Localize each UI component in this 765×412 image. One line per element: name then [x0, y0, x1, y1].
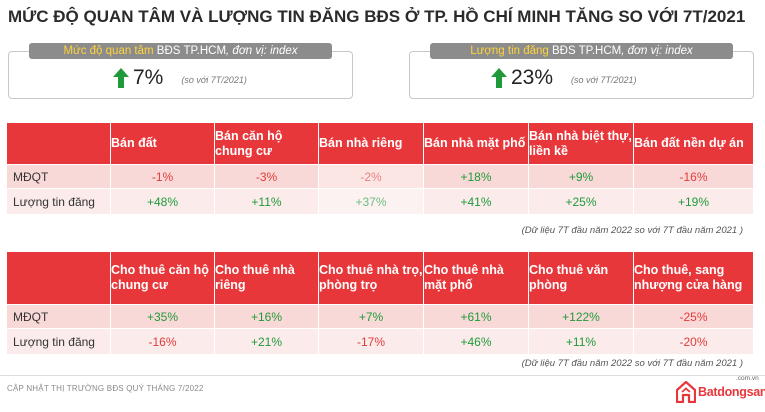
column-header: Cho thuê nhà riêng [214, 251, 319, 305]
table-cell: +11% [214, 188, 319, 215]
green-up-arrow-icon [113, 68, 129, 88]
column-header: Cho thuê nhà trọ, phòng trọ [318, 251, 424, 305]
kpi-note: (so với 7T/2021) [571, 75, 637, 85]
brand-logo: Batdongsan .com.vn [676, 375, 765, 403]
row-label: MĐQT [6, 304, 111, 329]
table-cell: +48% [110, 188, 215, 215]
table-row: Lượng tin đăng -16% +21% -17% +46% +11% … [6, 328, 754, 355]
table-cell: +16% [214, 304, 319, 329]
kpi-value-row: 23% (so với 7T/2021) [491, 66, 637, 90]
table-header-row: Cho thuê căn hộ chung cư Cho thuê nhà ri… [6, 251, 754, 305]
table-cell: +19% [633, 188, 754, 215]
table-cell: -16% [633, 164, 754, 189]
green-up-arrow-icon [491, 68, 507, 88]
kpi-card-listings: Lượng tin đăng BĐS TP.HCM, đơn vị: index… [409, 43, 754, 99]
table-cell: +35% [110, 304, 215, 329]
data-note: (Dữ liệu 7T đầu năm 2022 so với 7T đầu n… [521, 358, 743, 369]
table-cell: +46% [423, 328, 529, 355]
table-cell: -2% [318, 164, 424, 189]
kpi-header-city: BĐS TP.HCM [153, 45, 227, 57]
house-logo-icon [676, 381, 696, 403]
sales-table: Bán đất Bán căn hộ chung cư Bán nhà riên… [6, 122, 754, 215]
kpi-header-highlight: Lượng tin đăng [470, 45, 549, 57]
kpi-header-city: BĐS TP.HCM [548, 45, 622, 57]
kpi-card-interest: Mức độ quan tâm BĐS TP.HCM, đơn vị: inde… [8, 43, 353, 99]
table-cell: -16% [110, 328, 215, 355]
footer-divider [0, 375, 765, 376]
kpi-value: 7% [133, 66, 164, 89]
column-header: Cho thuê nhà mặt phố [423, 251, 529, 305]
column-header: Cho thuê căn hộ chung cư [110, 251, 215, 305]
kpi-value-row: 7% (so với 7T/2021) [113, 66, 247, 90]
table-cell: +122% [528, 304, 634, 329]
column-header: Cho thuê, sang nhượng cửa hàng [633, 251, 754, 305]
kpi-header: Lượng tin đăng BĐS TP.HCM, đơn vị: index [430, 43, 733, 59]
table-cell: +11% [528, 328, 634, 355]
data-note: (Dữ liệu 7T đầu năm 2022 so với 7T đầu n… [521, 225, 743, 236]
kpi-header-unit: , đơn vị: index [621, 45, 693, 57]
row-label: Lượng tin đăng [6, 328, 111, 355]
table-cell: +7% [318, 304, 424, 329]
table-cell: -3% [214, 164, 319, 189]
column-header: Cho thuê văn phòng [528, 251, 634, 305]
row-label: Lượng tin đăng [6, 188, 111, 215]
footer-text: CẬP NHẬT THỊ TRƯỜNG BĐS QUÝ THÁNG 7/2022 [7, 384, 204, 393]
kpi-value: 23% [511, 66, 554, 89]
table-cell: -25% [633, 304, 754, 329]
column-header: Bán nhà riêng [318, 122, 424, 165]
header-corner [6, 251, 111, 305]
table-cell: +25% [528, 188, 634, 215]
table-cell: +18% [423, 164, 529, 189]
column-header: Bán nhà biệt thự, liền kề [528, 122, 634, 165]
page-title: MỨC ĐỘ QUAN TÂM VÀ LƯỢNG TIN ĐĂNG BĐS Ở … [8, 7, 746, 26]
kpi-header: Mức độ quan tâm BĐS TP.HCM, đơn vị: inde… [29, 43, 332, 59]
header-corner [6, 122, 111, 165]
logo-domain: .com.vn [736, 375, 759, 382]
table-cell: -1% [110, 164, 215, 189]
column-header: Bán căn hộ chung cư [214, 122, 319, 165]
logo-text: Batdongsan [698, 385, 765, 399]
kpi-header-highlight: Mức độ quan tâm [63, 45, 154, 57]
table-row: MĐQT -1% -3% -2% +18% +9% -16% [6, 164, 754, 189]
table-cell: +61% [423, 304, 529, 329]
table-cell: +41% [423, 188, 529, 215]
table-row: Lượng tin đăng +48% +11% +37% +41% +25% … [6, 188, 754, 215]
table-cell: -17% [318, 328, 424, 355]
kpi-header-unit: , đơn vị: index [226, 45, 298, 57]
table-cell: +37% [318, 188, 424, 215]
row-label: MĐQT [6, 164, 111, 189]
rental-table: Cho thuê căn hộ chung cư Cho thuê nhà ri… [6, 251, 754, 355]
column-header: Bán đất nền dự án [633, 122, 754, 165]
table-row: MĐQT +35% +16% +7% +61% +122% -25% [6, 304, 754, 329]
column-header: Bán nhà mặt phố [423, 122, 529, 165]
kpi-note: (so với 7T/2021) [181, 75, 247, 85]
table-cell: +9% [528, 164, 634, 189]
table-header-row: Bán đất Bán căn hộ chung cư Bán nhà riên… [6, 122, 754, 165]
column-header: Bán đất [110, 122, 215, 165]
table-cell: -20% [633, 328, 754, 355]
table-cell: +21% [214, 328, 319, 355]
